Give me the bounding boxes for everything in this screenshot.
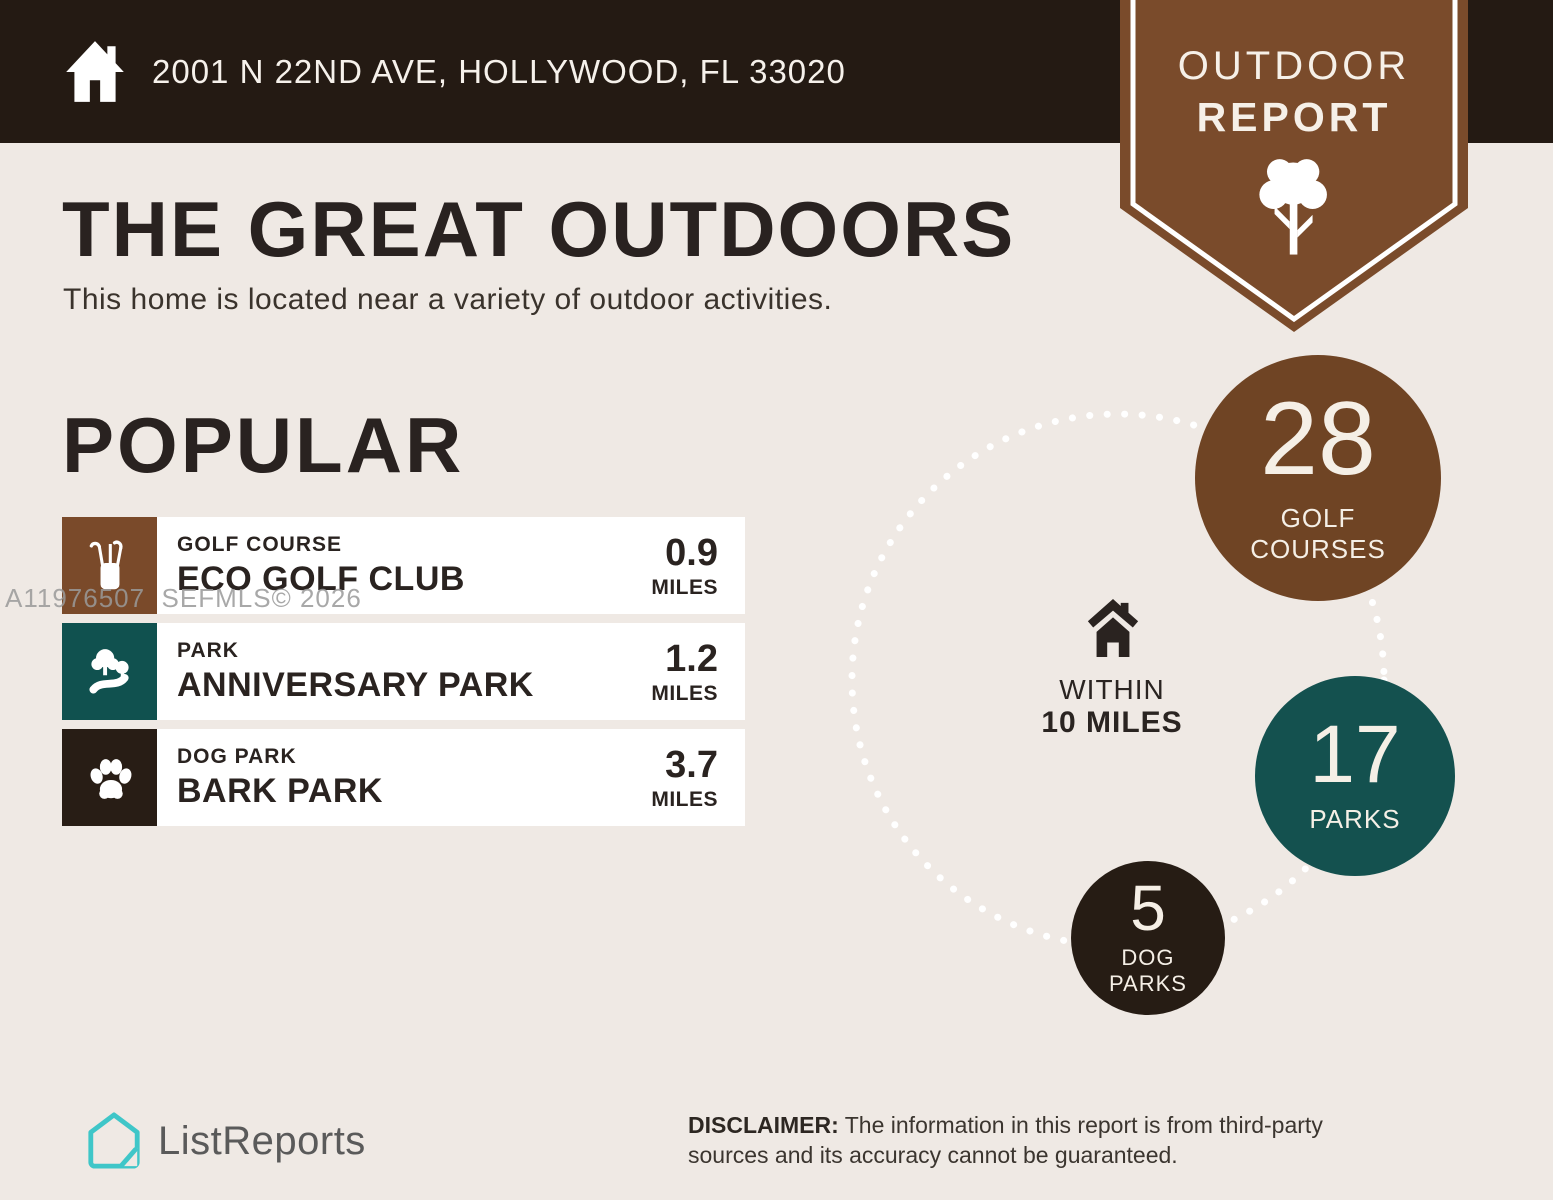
place-category: GOLF COURSE — [177, 532, 343, 556]
popular-heading: POPULAR — [62, 401, 465, 489]
mls-watermark: A11976507 SEFMLS© 2026 — [5, 583, 362, 613]
place-category: DOG PARK — [177, 744, 297, 768]
place-text: PARK ANNIVERSARY PARK — [157, 623, 598, 720]
listreports-logo: ListReports — [85, 1110, 366, 1172]
distance-unit: MILES — [651, 681, 718, 705]
stat-circle-golf-courses: 28 GOLF COURSES — [1195, 355, 1441, 601]
distance-unit: MILES — [651, 575, 718, 599]
place-row-golf-course: GOLF COURSE ECO GOLF CLUB 0.9 MILES — [62, 517, 745, 614]
disclaimer-text: DISCLAIMER: The information in this repo… — [688, 1112, 1323, 1168]
distance-value: 1.2 — [665, 637, 718, 680]
subject-home-icon — [1087, 599, 1139, 657]
place-row-dog-park: DOG PARK BARK PARK 3.7 MILES — [62, 729, 745, 826]
badge-title-line1: OUTDOOR — [1177, 44, 1411, 88]
stat-value: 5 — [1130, 871, 1166, 944]
disclaimer-label: DISCLAIMER: — [688, 1112, 839, 1138]
listreports-house-icon — [88, 1112, 140, 1169]
place-text: GOLF COURSE ECO GOLF CLUB — [157, 517, 598, 614]
stat-value: 17 — [1309, 709, 1401, 801]
stat-label: PARKS — [1309, 804, 1401, 835]
within-distance-label: 10 MILES — [1041, 706, 1183, 739]
park-trees-icon — [62, 623, 157, 720]
place-name: ECO GOLF CLUB — [177, 559, 465, 598]
place-name: ANNIVERSARY PARK — [177, 665, 534, 704]
within-label: WITHIN — [1059, 674, 1165, 705]
stat-label: DOG PARKS — [1109, 944, 1187, 997]
place-distance: 1.2 MILES — [598, 623, 745, 720]
listreports-wordmark: ListReports — [158, 1118, 366, 1163]
home-icon — [66, 41, 124, 102]
distance-value: 3.7 — [665, 743, 718, 786]
place-text: DOG PARK BARK PARK — [157, 729, 598, 826]
badge-title-line2: REPORT — [1196, 94, 1392, 140]
page-title: THE GREAT OUTDOORS — [62, 185, 1016, 273]
place-row-park: PARK ANNIVERSARY PARK 1.2 MILES — [62, 623, 745, 720]
page-subtitle: This home is located near a variety of o… — [63, 283, 833, 316]
tree-icon — [1259, 159, 1327, 255]
place-category: PARK — [177, 638, 239, 662]
place-distance: 0.9 MILES — [598, 517, 745, 614]
stat-circle-parks: 17 PARKS — [1255, 676, 1455, 876]
stat-label: GOLF COURSES — [1250, 502, 1386, 565]
place-distance: 3.7 MILES — [598, 729, 745, 826]
stat-value: 28 — [1260, 380, 1376, 497]
distance-value: 0.9 — [665, 531, 718, 574]
distance-unit: MILES — [651, 787, 718, 811]
place-name: BARK PARK — [177, 771, 383, 810]
stat-circle-dog-parks: 5 DOG PARKS — [1071, 861, 1225, 1015]
property-address: 2001 N 22ND AVE, HOLLYWOOD, FL 33020 — [152, 53, 846, 90]
golf-bag-icon — [62, 517, 157, 614]
paw-icon — [62, 729, 157, 826]
